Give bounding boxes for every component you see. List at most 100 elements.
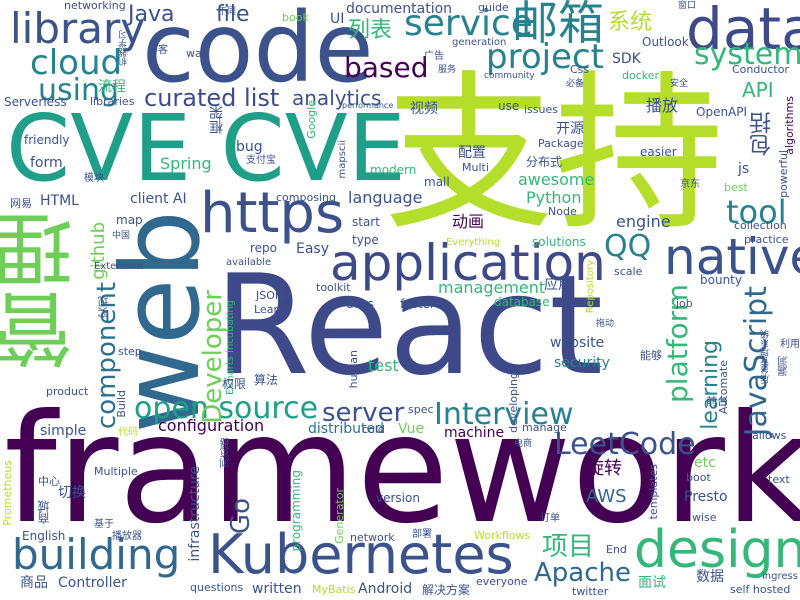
word-networking: networking [64, 0, 126, 12]
word-templates: templates [647, 464, 660, 520]
word-xuanzhuan: 旋转 [586, 458, 622, 479]
word-mokuai: 模块 [84, 173, 104, 184]
word-guanggao: 广告 [424, 51, 444, 62]
word-developing: developing [507, 372, 520, 433]
word-everyone: everyone [476, 575, 528, 588]
word-friendly: friendly [24, 133, 70, 147]
word-fenbushi: 分布式 [526, 155, 563, 169]
word-nenggou: 能够 [640, 349, 662, 362]
word-best: best [724, 181, 748, 194]
word-liucheng: 流程 [98, 79, 126, 95]
word-multiple: Multiple [94, 465, 138, 478]
word-management: management [438, 278, 546, 297]
word-zhifubao: 支付宝 [246, 155, 276, 166]
word-shangpin: 商品 [20, 575, 48, 591]
word-kuangjia: 框架 [209, 106, 225, 134]
word-code: code [142, 0, 374, 104]
word-type: type [352, 233, 379, 247]
word-manage: manage [522, 421, 567, 434]
word-composing: composing [276, 191, 336, 204]
word-job: job [676, 297, 693, 310]
word-configuration: configuration [158, 416, 265, 435]
word-chuangkou: 窗口 [678, 1, 697, 11]
word-scale: scale [614, 265, 643, 278]
word-prometheus: Prometheus [1, 460, 14, 526]
word-community: community [484, 71, 535, 81]
word-workflows: Workflows [474, 529, 531, 542]
word-guide: guide [478, 1, 509, 14]
word-curated-list: curated list [144, 84, 280, 112]
word-start: start [352, 215, 380, 229]
word-qiehuan: 切换 [58, 485, 86, 501]
word-infrastructure: infrastructure [187, 466, 203, 562]
word-security: security [554, 355, 610, 371]
word-spec: spec [408, 403, 434, 416]
word-css: Css [570, 63, 590, 76]
word-text: text [768, 473, 790, 486]
word-tuodong: 拖动 [596, 319, 615, 329]
word-html: HTML [40, 193, 79, 209]
word-design: design [634, 520, 800, 580]
word-service: service [404, 3, 533, 44]
word-react: React [214, 245, 604, 406]
word-liulanqi: 浏览器 [221, 438, 232, 468]
word-package: Package [538, 137, 584, 150]
word-zhongguo: 中国 [112, 231, 131, 241]
word-bushu: 部署 [412, 529, 432, 540]
word-shangcheng: 商城 [37, 500, 51, 524]
word-learn: Learn [254, 303, 285, 316]
word-developer: Developer [198, 290, 228, 424]
word-android: Android [358, 581, 413, 597]
word-mianshi: 面试 [638, 575, 666, 591]
word-guanli: 管理 [0, 210, 86, 370]
word-use: use [498, 99, 520, 113]
word-build: Build [115, 390, 128, 418]
word-zhichi: 支持 [384, 56, 725, 254]
word-bibei: 必备 [566, 79, 585, 89]
word-performance: performance [342, 101, 394, 110]
word-building: building [12, 530, 181, 579]
word-available: available [226, 257, 272, 268]
word-everything: Everything [446, 237, 501, 248]
word-jiejuefangan: 解决方案 [422, 583, 471, 597]
word-allows: allows [752, 429, 787, 442]
word-loudong: 漏洞 [779, 356, 790, 376]
word-java: Java [128, 2, 175, 27]
word-mall: mall [424, 175, 450, 189]
word-twitter: twitter [572, 585, 609, 598]
word-map: map [116, 213, 143, 227]
word-outlook: Outlook [642, 35, 689, 49]
word-cve: CVE CVE [6, 95, 406, 202]
word-written: written [252, 581, 302, 597]
word-end: End [606, 543, 627, 556]
word-etc: etc [694, 455, 716, 471]
word-based: based [344, 51, 429, 84]
word-apache: Apache [534, 558, 631, 588]
word-baokuo: 包括 [750, 112, 775, 156]
word-data: data [686, 0, 800, 63]
word-serverless: Serverless [4, 95, 67, 109]
word-leetcode: LeetCode [554, 427, 696, 462]
word-language: language [348, 188, 423, 207]
word-docs: docs [346, 297, 374, 311]
word-way: way [186, 47, 209, 60]
word-dingdan: 订单 [540, 513, 560, 524]
word-zhongxin: 中心 [38, 475, 60, 488]
word-repository: Repository [585, 260, 596, 314]
word-engine: engine [616, 212, 671, 231]
word-daima: 代码 [118, 427, 138, 438]
word-anquan: 安全 [670, 79, 689, 89]
word-documentation: documentation [346, 1, 453, 17]
word-spring: Spring [160, 154, 212, 173]
word-native: native [664, 228, 800, 286]
word-analytics: analytics [292, 86, 382, 110]
word-questions: questions [190, 581, 244, 594]
word-jiqixuexi: 机器学习 [119, 30, 129, 66]
word-boke: 博客 [148, 45, 168, 56]
word-youxiang: 邮箱 [512, 0, 604, 50]
word-framework: framework [4, 383, 800, 557]
word-controller: Controller [58, 575, 127, 591]
word-go: Go [226, 498, 256, 535]
word-yingyong: 应用 [544, 277, 572, 293]
word-system: system [694, 37, 800, 72]
